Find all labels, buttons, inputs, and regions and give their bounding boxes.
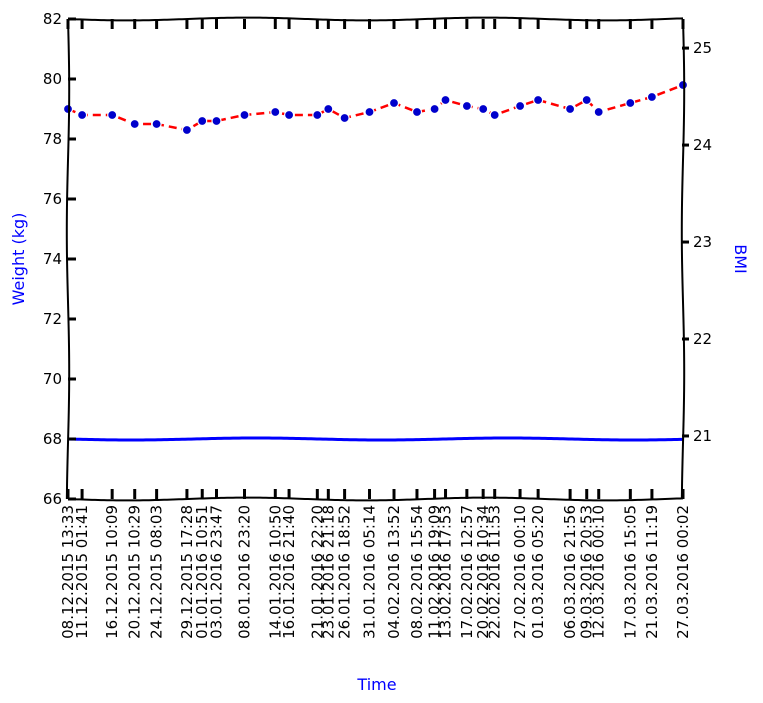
y2-tick-label: 25 — [693, 39, 712, 57]
data-point — [181, 124, 192, 136]
x-tick-label: 26.01.2016 18:52 — [336, 505, 354, 639]
x-tick-label: 12.03.2016 00:10 — [590, 505, 608, 639]
data-point — [461, 100, 472, 112]
data-point — [284, 109, 295, 121]
y2-axis-title: BMI — [731, 244, 750, 274]
x-tick-label: 03.01.2016 23:47 — [208, 505, 226, 639]
x-tick-label: 22.02.2016 11:53 — [486, 505, 504, 639]
x-tick-label: 24.12.2015 08:03 — [148, 505, 166, 639]
y-axis-title: Weight (kg) — [9, 213, 28, 306]
y-tick-label: 82 — [43, 10, 62, 28]
y-tick-label: 78 — [43, 130, 62, 148]
data-point — [323, 103, 334, 115]
x-tick-label: 20.12.2015 10:29 — [126, 505, 144, 639]
y2-tick-label: 22 — [693, 330, 712, 348]
y2-tick-label: 23 — [693, 233, 712, 251]
y2-tick-label: 24 — [693, 136, 712, 154]
x-tick-label: 17.03.2016 15:05 — [621, 505, 639, 639]
x-tick-label: 21.01.2016 22:20 — [308, 505, 326, 639]
data-point — [489, 109, 500, 121]
y-tick-label: 76 — [43, 190, 62, 208]
x-tick-label: 27.02.2016 00:10 — [511, 505, 529, 639]
plot-area — [62, 79, 689, 442]
x-tick-label: 11.02.2016 19:09 — [426, 505, 444, 639]
data-point — [564, 103, 576, 115]
data-point — [581, 94, 592, 106]
data-point — [76, 109, 88, 121]
data-point — [312, 109, 323, 121]
data-point — [440, 94, 451, 106]
data-point — [388, 97, 400, 109]
x-tick-label: 08.02.2016 15:54 — [408, 505, 426, 639]
y-tick-label: 74 — [43, 250, 62, 268]
y-tick-label: 80 — [43, 70, 62, 88]
data-point — [646, 91, 658, 103]
x-tick-label: 01.03.2016 05:20 — [529, 505, 547, 639]
data-point — [211, 115, 222, 127]
data-point — [364, 106, 375, 118]
series-line-weight — [67, 83, 684, 132]
x-tick-label: 08.01.2016 23:20 — [236, 505, 254, 639]
data-point — [593, 106, 604, 118]
x-tick-label: 21.03.2016 11:19 — [643, 505, 661, 639]
x-tick-label: 04.02.2016 13:52 — [385, 505, 403, 639]
frame-top — [67, 16, 684, 22]
x-tick-label: 06.03.2016 21:56 — [561, 505, 579, 639]
data-point — [429, 103, 440, 115]
x-axis-title: Time — [356, 675, 396, 694]
y2-tick-label: 21 — [693, 427, 712, 445]
x-tick-label: 27.03.2016 00:02 — [674, 505, 692, 639]
data-point — [62, 103, 74, 115]
frame-left — [65, 18, 71, 500]
data-point — [129, 118, 140, 130]
x-tick-label: 31.01.2016 05:14 — [361, 505, 379, 639]
data-point — [478, 103, 489, 115]
x-tick-label: 16.12.2015 10:09 — [103, 505, 121, 639]
x-tick-label: 01.01.2016 10:51 — [193, 505, 211, 639]
x-tick-label: 13.02.2016 17:53 — [437, 505, 455, 639]
y-tick-label: 66 — [43, 490, 62, 508]
series-line-bmi — [67, 436, 684, 442]
data-point — [514, 100, 526, 112]
x-tick-label: 09.03.2016 20:53 — [578, 505, 596, 639]
data-point — [411, 106, 423, 118]
x-tick-label: 08.12.2015 13:33 — [59, 505, 77, 639]
y-tick-label: 70 — [43, 370, 62, 388]
frame-bottom — [67, 496, 684, 502]
x-tick-label: 20.02.2016 10:34 — [474, 505, 492, 639]
y-tick-label: 68 — [43, 430, 62, 448]
x-tick-label: 11.12.2015 01:41 — [73, 505, 91, 639]
x-tick-label: 17.02.2016 12:57 — [458, 505, 476, 639]
data-point — [270, 106, 281, 118]
axes: 66 68 70 72 74 76 78 80 82 21 22 23 24 25 08.12.2015 1… — [43, 10, 712, 639]
x-tick-label: 14.01.2016 10:50 — [266, 505, 284, 639]
data-point — [151, 118, 162, 130]
data-point — [625, 97, 636, 109]
data-point — [197, 115, 208, 127]
x-tick-label: 29.12.2015 17:28 — [178, 505, 196, 639]
x-tick-label: 23.01.2016 21:18 — [319, 505, 337, 639]
y-tick-label: 72 — [43, 310, 62, 328]
data-point — [239, 109, 250, 121]
data-point — [677, 79, 689, 91]
frame-right — [680, 18, 686, 500]
data-point — [107, 109, 118, 121]
data-point — [339, 112, 350, 124]
x-tick-label: 16.01.2016 21:40 — [280, 505, 298, 639]
data-point — [532, 94, 544, 106]
